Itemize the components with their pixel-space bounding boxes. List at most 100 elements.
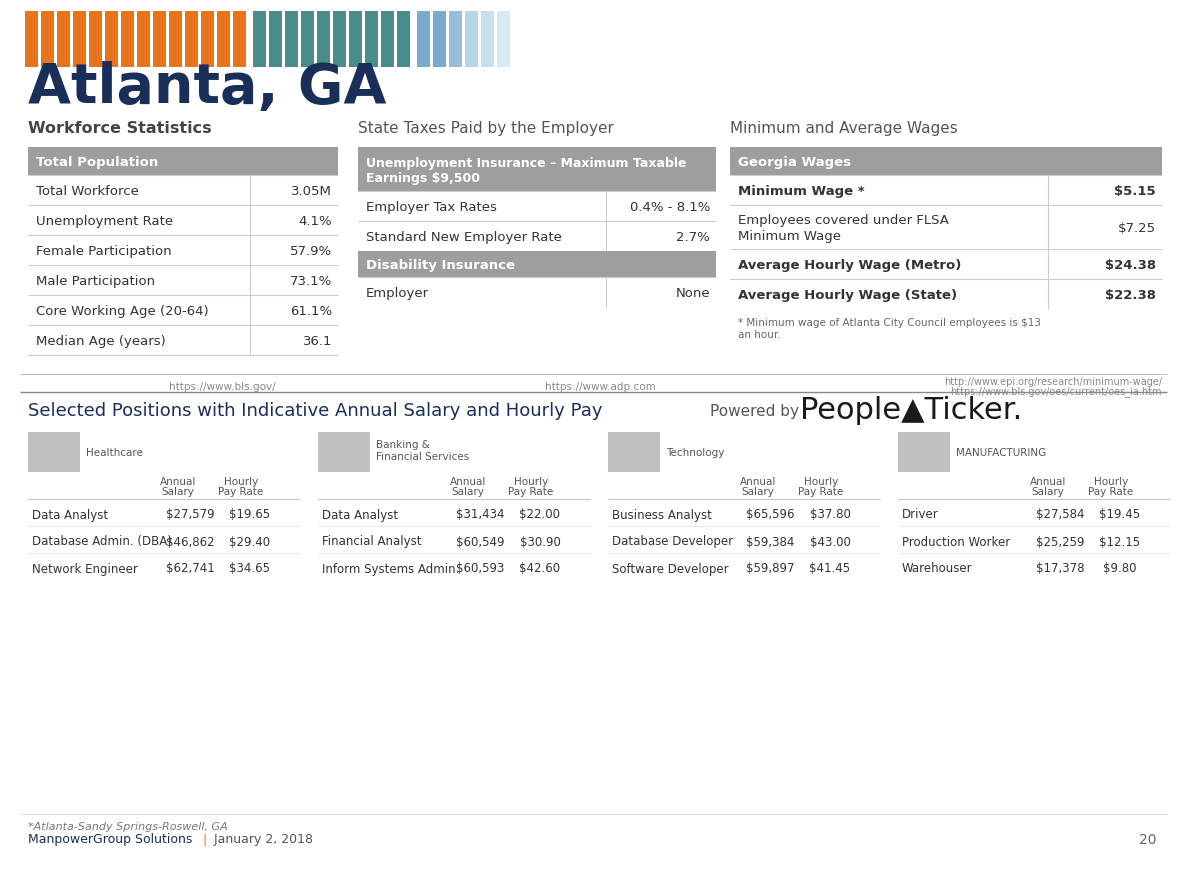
Text: 4.1%: 4.1% [298,214,332,227]
Text: Minimum and Average Wages: Minimum and Average Wages [730,120,958,136]
Text: $37.80: $37.80 [810,508,850,521]
Text: $5.15: $5.15 [1115,184,1156,198]
Text: Pay Rate: Pay Rate [1088,486,1134,496]
Text: Male Participation: Male Participation [36,274,155,287]
Text: 0.4% - 8.1%: 0.4% - 8.1% [629,200,710,214]
Bar [449,12,462,68]
Text: $17,378: $17,378 [1036,562,1084,575]
Bar [358,148,716,191]
Bar [358,252,716,277]
Text: $59,384: $59,384 [745,535,794,548]
Text: 2.7%: 2.7% [677,230,710,244]
Bar [334,12,345,68]
Text: Pay Rate: Pay Rate [508,486,553,496]
Text: Female Participation: Female Participation [36,245,172,257]
Bar [121,12,134,68]
Text: Employer Tax Rates: Employer Tax Rates [366,200,497,214]
Text: Atlanta, GA: Atlanta, GA [28,61,387,115]
Text: $43.00: $43.00 [810,535,850,548]
Text: Selected Positions with Indicative Annual Salary and Hourly Pay: Selected Positions with Indicative Annua… [28,401,603,420]
Text: Total Workforce: Total Workforce [36,184,139,198]
Bar [153,12,166,68]
Text: $59,897: $59,897 [745,562,794,575]
Text: $62,741: $62,741 [166,562,215,575]
Text: Core Working Age (20-64): Core Working Age (20-64) [36,304,209,317]
Bar [349,12,362,68]
Text: Average Hourly Wage (Metro): Average Hourly Wage (Metro) [738,258,961,271]
Text: $34.65: $34.65 [229,562,271,575]
Text: http://www.epi.org/research/minimum-wage/: http://www.epi.org/research/minimum-wage… [944,377,1162,386]
Text: Database Admin. (DBA): Database Admin. (DBA) [32,535,172,548]
Bar [899,432,950,472]
Text: Unemployment Rate: Unemployment Rate [36,214,173,227]
Text: $9.80: $9.80 [1103,562,1137,575]
Text: $31,434: $31,434 [456,508,504,521]
Bar [25,12,38,68]
Text: $19.65: $19.65 [229,508,271,521]
Bar [169,12,182,68]
Text: $29.40: $29.40 [229,535,271,548]
Text: $22.38: $22.38 [1105,288,1156,301]
Text: Median Age (years): Median Age (years) [36,334,166,347]
Text: Software Developer: Software Developer [612,562,729,575]
Text: Driver: Driver [902,508,939,521]
Text: $27,584: $27,584 [1036,508,1084,521]
Text: Hourly: Hourly [804,477,838,486]
Bar [253,12,266,68]
Text: Hourly: Hourly [224,477,258,486]
Bar [233,12,246,68]
Text: Financial Services: Financial Services [376,452,469,462]
Text: $60,593: $60,593 [456,562,504,575]
Text: Georgia Wages: Georgia Wages [738,155,851,168]
Bar [497,12,510,68]
Text: 36.1: 36.1 [303,334,332,347]
Bar [28,432,80,472]
Bar [396,12,410,68]
Text: an hour.: an hour. [738,330,781,339]
Text: https://www.bls.gov/oes/current/oes_ia.htm: https://www.bls.gov/oes/current/oes_ia.h… [951,386,1162,397]
Text: $41.45: $41.45 [810,562,851,575]
Text: Salary: Salary [161,486,195,496]
Text: $46,862: $46,862 [166,535,215,548]
Text: 57.9%: 57.9% [290,245,332,257]
Text: Warehouser: Warehouser [902,562,972,575]
Bar [417,12,430,68]
Text: $60,549: $60,549 [456,535,504,548]
Text: Salary: Salary [742,486,774,496]
Text: $19.45: $19.45 [1099,508,1141,521]
Text: Business Analyst: Business Analyst [612,508,712,521]
Text: Hourly: Hourly [514,477,548,486]
Text: Workforce Statistics: Workforce Statistics [28,120,211,136]
Bar [730,148,1162,175]
Text: Salary: Salary [451,486,484,496]
Text: Total Population: Total Population [36,155,158,168]
Bar [381,12,394,68]
Text: Database Developer: Database Developer [612,535,734,548]
Text: 73.1%: 73.1% [290,274,332,287]
Bar [42,12,53,68]
Bar [481,12,494,68]
Text: Average Hourly Wage (State): Average Hourly Wage (State) [738,288,957,301]
Bar [137,12,150,68]
Text: $30.90: $30.90 [520,535,560,548]
Text: Data Analyst: Data Analyst [322,508,398,521]
Text: State Taxes Paid by the Employer: State Taxes Paid by the Employer [358,120,614,136]
Bar [104,12,118,68]
Bar [217,12,230,68]
Text: Unemployment Insurance – Maximum Taxable: Unemployment Insurance – Maximum Taxable [366,156,686,169]
Text: Powered by: Powered by [710,403,799,418]
Text: Annual: Annual [160,477,196,486]
Text: Banking &: Banking & [376,439,430,449]
Bar [269,12,283,68]
Text: |: | [202,833,207,845]
Text: Minimum Wage: Minimum Wage [738,230,842,243]
Text: Network Engineer: Network Engineer [32,562,138,575]
Bar [285,12,298,68]
Text: $65,596: $65,596 [745,508,794,521]
Text: $27,579: $27,579 [166,508,215,521]
Text: ManpowerGroup Solutions: ManpowerGroup Solutions [28,833,192,845]
Text: Standard New Employer Rate: Standard New Employer Rate [366,230,561,244]
Bar [364,12,377,68]
Text: Pay Rate: Pay Rate [218,486,264,496]
Text: $7.25: $7.25 [1118,222,1156,234]
